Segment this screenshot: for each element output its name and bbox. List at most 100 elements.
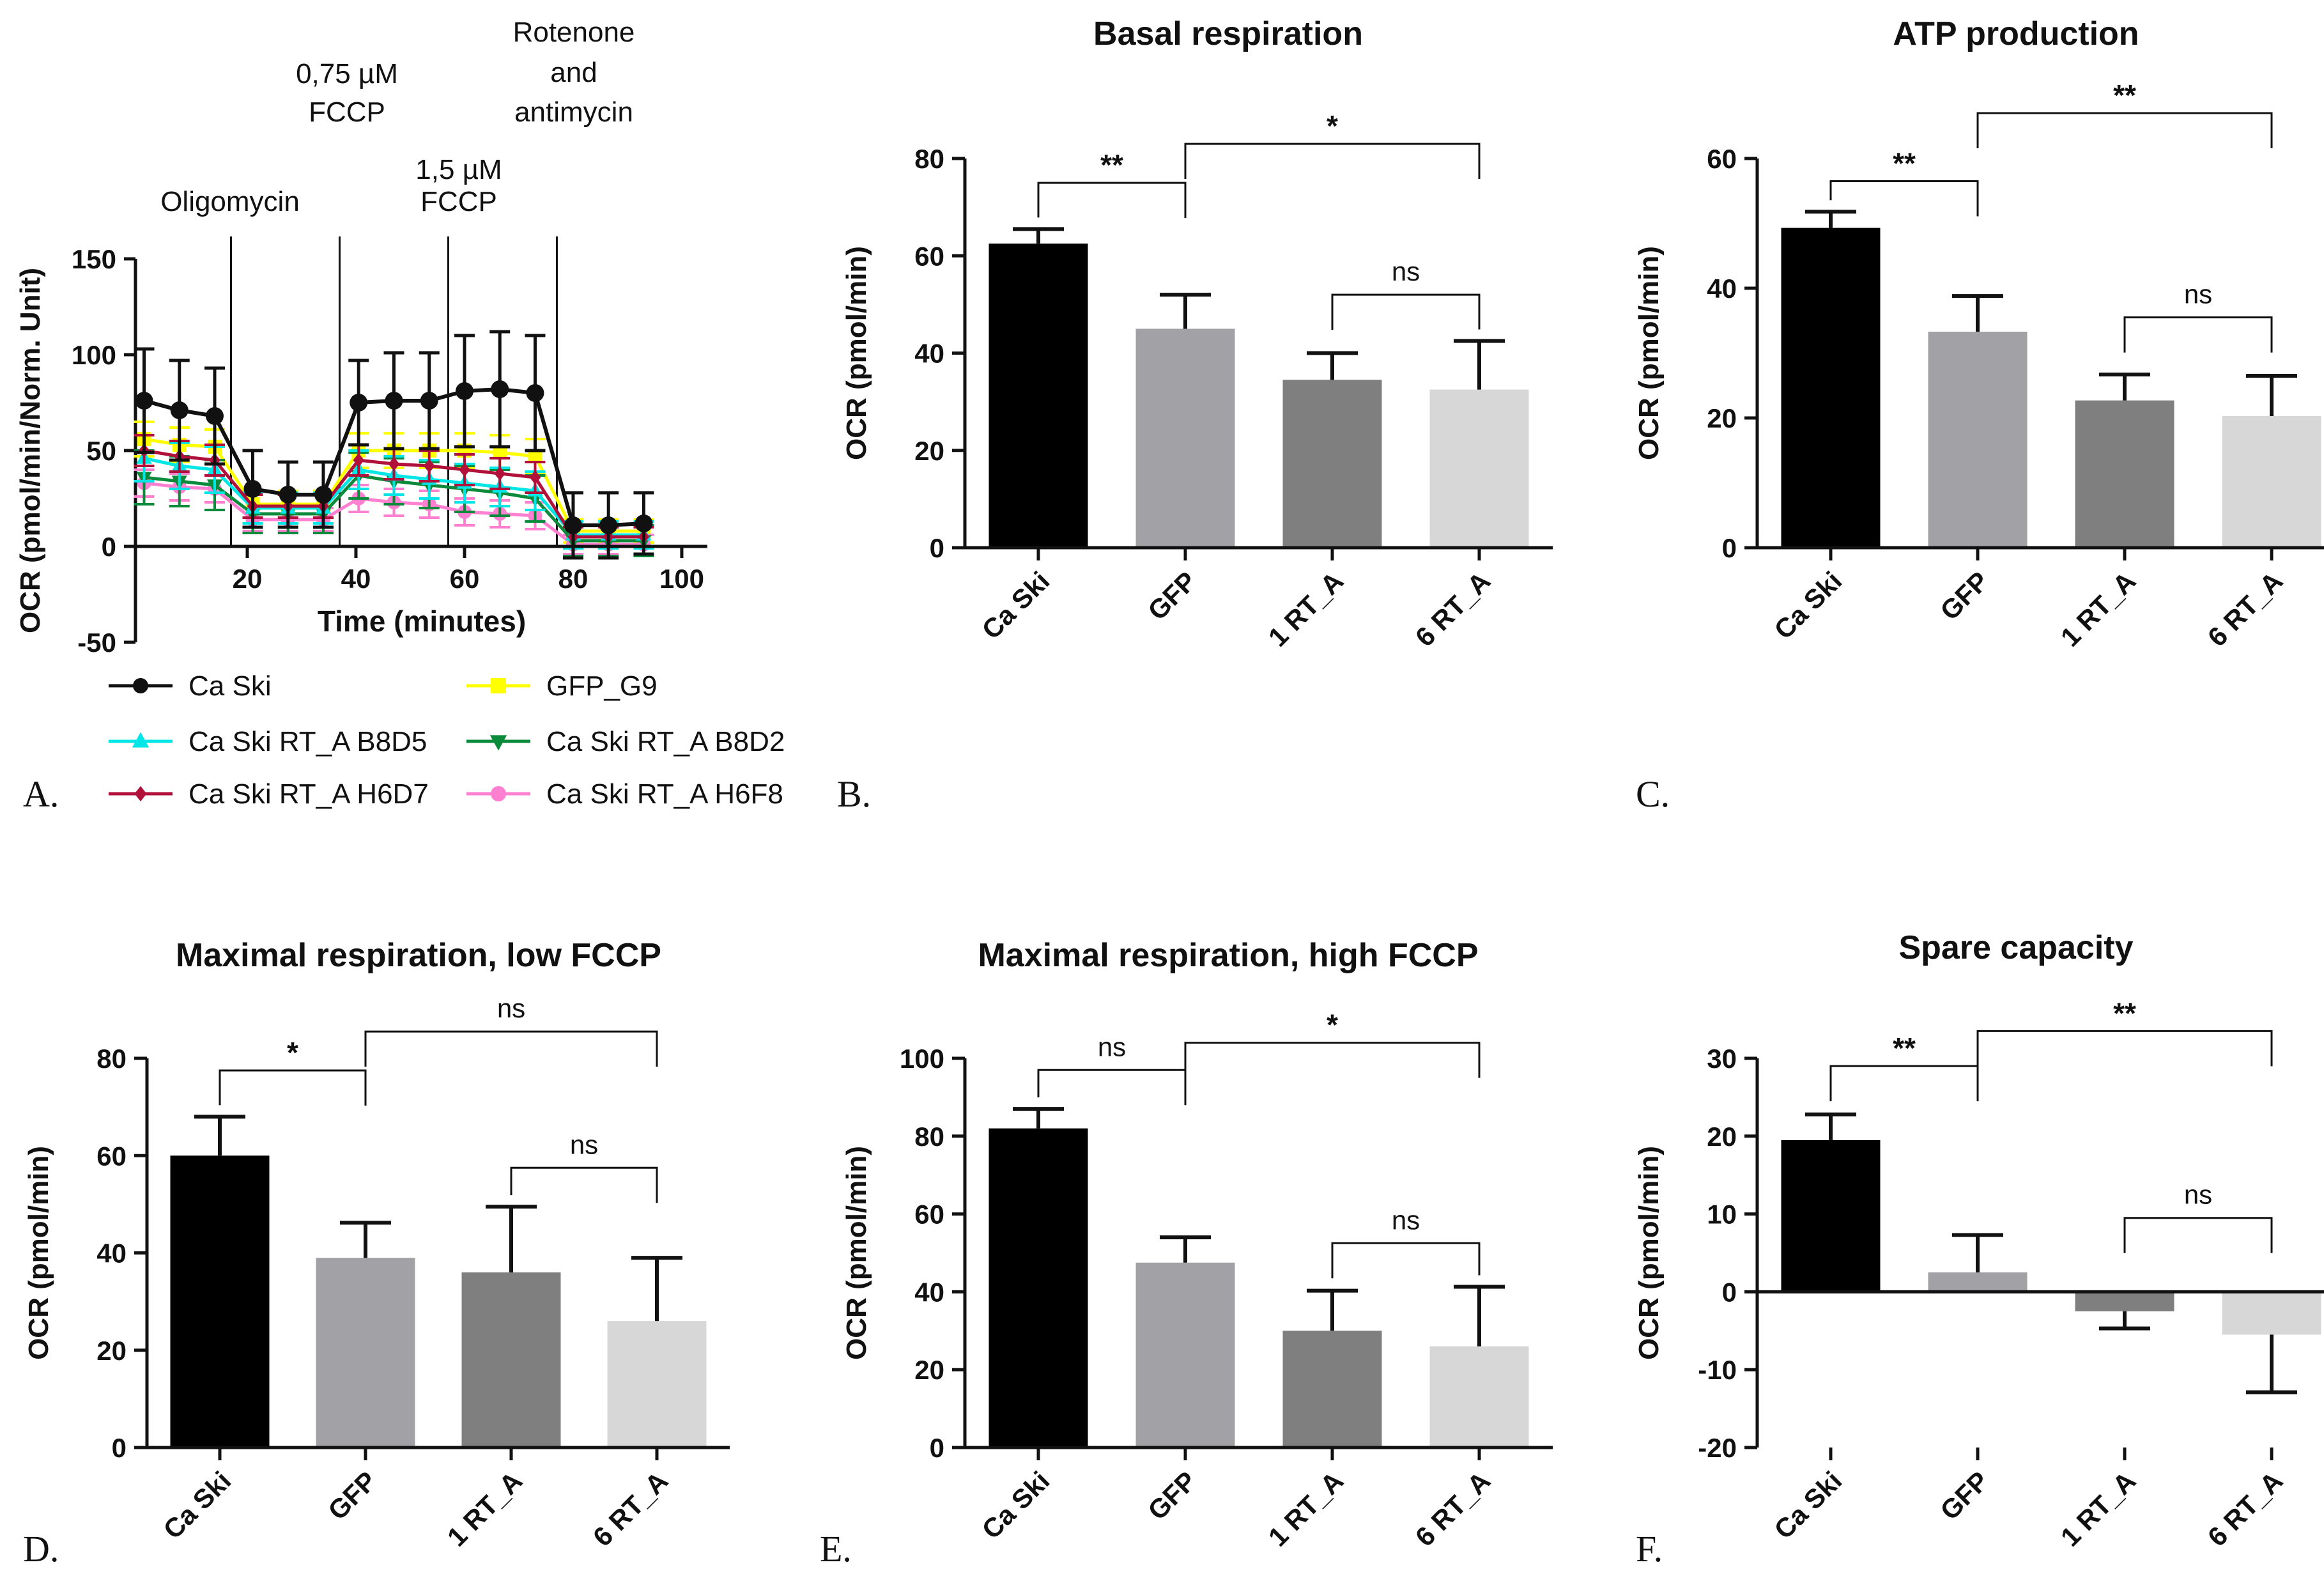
bar — [989, 1128, 1088, 1448]
x-tick-label: Ca Ski — [1768, 566, 1847, 645]
y-axis-label: OCR (pmol/min) — [23, 1146, 54, 1360]
chart-title: Basal respiration — [1093, 15, 1363, 52]
bar — [2222, 415, 2321, 548]
significance-bracket — [219, 1069, 367, 1106]
significance-bracket — [1184, 143, 1481, 180]
bar — [1928, 332, 2028, 548]
significance-label: ** — [1893, 1031, 1916, 1065]
chart-title: ATP production — [1893, 15, 2139, 52]
significance-label: ns — [2184, 279, 2212, 309]
significance-bracket — [1331, 293, 1481, 330]
x-tick-label: 60 — [450, 564, 480, 594]
significance-label: ns — [570, 1129, 598, 1159]
y-tick-label: 20 — [914, 436, 944, 466]
legend-marker — [491, 678, 506, 693]
annotation-label: Rotenone — [513, 17, 635, 48]
y-tick-label: 60 — [914, 1200, 944, 1230]
data-point — [243, 480, 262, 498]
significance-bracket — [1976, 1030, 2273, 1067]
y-tick-label: 40 — [914, 339, 944, 369]
y-tick-label: 0 — [112, 1433, 127, 1463]
y-tick-label: 40 — [914, 1277, 944, 1307]
bar — [1429, 1346, 1529, 1448]
significance-bracket — [364, 1030, 658, 1067]
y-axis-label: OCR (pmol/min) — [841, 246, 872, 460]
y-tick-label: 20 — [96, 1336, 127, 1366]
bar — [2075, 400, 2174, 548]
data-point — [388, 457, 400, 471]
x-tick-label: GFP — [1142, 566, 1202, 626]
bar-panel-e: Maximal respiration, high FCCP 0 20 40 60 80 1… — [820, 937, 1553, 1570]
bar — [1282, 380, 1382, 548]
legend-marker — [489, 735, 507, 751]
bar — [989, 243, 1088, 548]
significance-label: * — [1327, 1008, 1338, 1042]
bar-panel-b: Basal respiration 0 20 40 60 80 OCR (pmol/min)… — [837, 15, 1553, 815]
y-tick-label: 60 — [1707, 144, 1737, 174]
bar — [170, 1155, 270, 1448]
y-tick-label: -20 — [1698, 1433, 1737, 1463]
bar-panel-f: Spare capacity -20 -10 0 10 20 30 OCR (pmol/min… — [1633, 929, 2324, 1570]
annotation-label: Oligomycin — [160, 186, 300, 217]
data-point — [455, 382, 473, 400]
legend: Ca Ski GFP_G9 Ca Ski RT_A B8D5 Ca Ski RT_A … — [109, 670, 785, 810]
x-tick-label: 6 RT_A — [1410, 1465, 1497, 1552]
x-tick-label: Ca Ski — [976, 566, 1055, 645]
data-point — [385, 392, 403, 410]
annotation-label: FCCP — [420, 186, 497, 217]
y-axis-label: OCR (pmol/min) — [1633, 246, 1665, 460]
y-tick-label: 30 — [1707, 1044, 1737, 1074]
y-tick-label: 100 — [900, 1044, 944, 1074]
x-tick-label: GFP — [1142, 1465, 1202, 1525]
x-tick-label: 20 — [233, 564, 263, 594]
bar — [607, 1321, 707, 1448]
x-tick-label: 1 RT_A — [1263, 1465, 1350, 1552]
legend-label: Ca Ski RT_A B8D2 — [546, 726, 785, 757]
x-tick-label: 6 RT_A — [587, 1465, 674, 1552]
significance-bracket — [1331, 1242, 1481, 1279]
x-tick-label: 6 RT_A — [2202, 1465, 2289, 1552]
y-tick-label: 50 — [86, 436, 116, 466]
y-tick-label: 0 — [102, 532, 116, 562]
y-tick-label: 80 — [914, 144, 944, 174]
y-tick-label: 20 — [914, 1355, 944, 1385]
x-tick-label: GFP — [1934, 566, 1994, 626]
significance-bracket — [1037, 1069, 1187, 1106]
panel-label: A. — [23, 773, 59, 815]
bar-panel-c: ATP production 0 20 40 60 OCR (pmol/min) Ca Sk… — [1633, 15, 2324, 815]
x-tick-label: GFP — [1934, 1465, 1994, 1525]
x-tick-label: 1 RT_A — [2055, 1465, 2142, 1552]
bar — [1781, 228, 1881, 548]
annotation-label: and — [550, 57, 597, 88]
annotation-label: 1,5 µM — [415, 154, 502, 185]
legend-item: Ca Ski RT_A H6D7 — [109, 778, 429, 810]
x-tick-label: 80 — [558, 564, 589, 594]
data-point — [493, 445, 507, 459]
data-point — [491, 380, 509, 398]
significance-bracket — [1829, 180, 1979, 217]
panel-label: B. — [837, 773, 871, 815]
significance-label: ns — [1392, 1205, 1420, 1235]
y-axis-label: OCR (pmol/min) — [1633, 1146, 1665, 1360]
bar — [1135, 1262, 1235, 1448]
data-point — [423, 459, 435, 473]
chart-title: Maximal respiration, low FCCP — [176, 937, 661, 974]
bar — [1928, 1272, 2028, 1292]
x-tick-label: GFP — [322, 1465, 382, 1525]
legend-marker — [134, 786, 147, 801]
panel-label: D. — [23, 1528, 59, 1570]
x-tick-label: 6 RT_A — [2202, 566, 2289, 653]
data-point — [529, 470, 541, 484]
significance-bracket — [2123, 1217, 2273, 1253]
legend-label: Ca Ski RT_A B8D5 — [189, 726, 427, 757]
legend-item: Ca Ski RT_A B8D2 — [466, 726, 785, 757]
significance-label: ns — [1392, 256, 1420, 286]
x-tick-label: 1 RT_A — [1263, 566, 1350, 653]
data-point — [205, 407, 224, 425]
bar — [1135, 328, 1235, 548]
data-point — [314, 486, 332, 504]
y-tick-label: 40 — [96, 1239, 127, 1269]
legend-item: Ca Ski — [109, 670, 272, 702]
bar — [316, 1258, 415, 1448]
panel-label: F. — [1636, 1528, 1663, 1570]
